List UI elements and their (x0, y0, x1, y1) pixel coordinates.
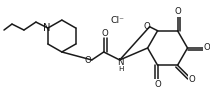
Text: O: O (101, 29, 108, 38)
Text: O: O (84, 56, 91, 65)
Text: N: N (117, 58, 124, 67)
Text: O: O (203, 44, 210, 52)
Text: O: O (188, 75, 195, 84)
Text: N: N (43, 23, 51, 33)
Text: O: O (174, 7, 181, 16)
Text: O: O (143, 22, 150, 31)
Text: H: H (118, 66, 123, 72)
Text: Cl⁻: Cl⁻ (111, 16, 125, 25)
Text: O: O (154, 80, 161, 89)
